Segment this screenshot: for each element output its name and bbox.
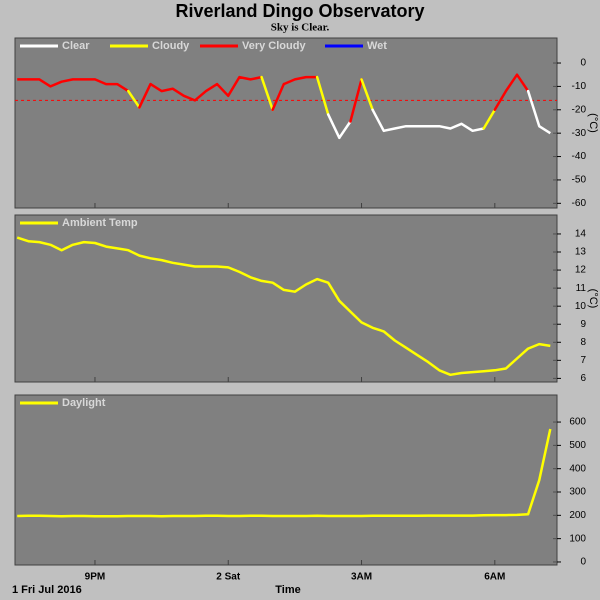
series-connector — [127, 89, 141, 109]
legend-label: Very Cloudy — [242, 40, 306, 52]
y-tick-label: 0 — [580, 557, 586, 568]
legend-label: Clear — [62, 40, 90, 52]
x-tick-label: 6AM — [484, 572, 505, 583]
y-tick-label: 400 — [569, 463, 586, 474]
series-connector — [371, 108, 385, 133]
y-tick-label: 10 — [575, 301, 587, 312]
y-tick-label: 6 — [580, 373, 586, 384]
series-connector — [138, 82, 152, 109]
series-connector — [526, 89, 541, 128]
y-axis-label: (°C) — [587, 113, 599, 133]
y-tick-label: -50 — [572, 175, 587, 186]
y-tick-label: -30 — [572, 128, 587, 139]
y-tick-label: 12 — [575, 265, 587, 276]
y-tick-label: 11 — [576, 283, 587, 294]
date-label: 1 Fri Jul 2016 — [12, 584, 82, 596]
y-tick-label: 14 — [575, 229, 587, 240]
y-tick-label: 9 — [580, 319, 586, 330]
legend-label: Daylight — [62, 397, 106, 409]
plot-area — [14, 37, 558, 209]
y-tick-label: -40 — [572, 151, 587, 162]
legend-label: Ambient Temp — [62, 217, 138, 229]
y-tick-label: 100 — [569, 533, 586, 544]
y-tick-label: 7 — [580, 355, 586, 366]
series-line — [17, 428, 552, 518]
y-axis-label: (°C) — [587, 289, 599, 309]
x-axis-label: Time — [275, 584, 300, 596]
y-tick-label: 600 — [569, 417, 586, 428]
series-line — [17, 73, 530, 102]
series-connector — [271, 82, 286, 112]
y-tick-label: -60 — [572, 198, 587, 209]
subtitle: Sky is Clear. — [271, 22, 330, 34]
plot-area — [14, 394, 558, 566]
y-tick-label: 0 — [580, 58, 586, 69]
y-tick-label: 500 — [569, 440, 586, 451]
x-tick-label: 2 Sat — [216, 572, 241, 583]
series-connector — [482, 108, 497, 130]
series-connector — [260, 75, 274, 112]
x-tick-label: 3AM — [351, 572, 372, 583]
series-connector — [326, 113, 341, 140]
legend-label: Wet — [367, 40, 387, 52]
series-connector — [349, 78, 363, 123]
series-connector — [360, 78, 374, 112]
legend-label: Cloudy — [152, 40, 190, 52]
title: Riverland Dingo Observatory — [175, 1, 424, 21]
y-tick-label: 8 — [580, 337, 586, 348]
series-connector — [493, 89, 508, 112]
series-line — [16, 236, 551, 377]
plot-area — [14, 214, 558, 383]
y-tick-label: -20 — [572, 104, 587, 115]
y-tick-label: 13 — [575, 247, 587, 258]
x-tick-label: 9PM — [85, 572, 106, 583]
y-tick-label: 200 — [569, 510, 586, 521]
series-line — [338, 120, 551, 139]
y-tick-label: -10 — [572, 81, 587, 92]
y-tick-label: 300 — [569, 487, 586, 498]
series-connector — [315, 75, 330, 116]
